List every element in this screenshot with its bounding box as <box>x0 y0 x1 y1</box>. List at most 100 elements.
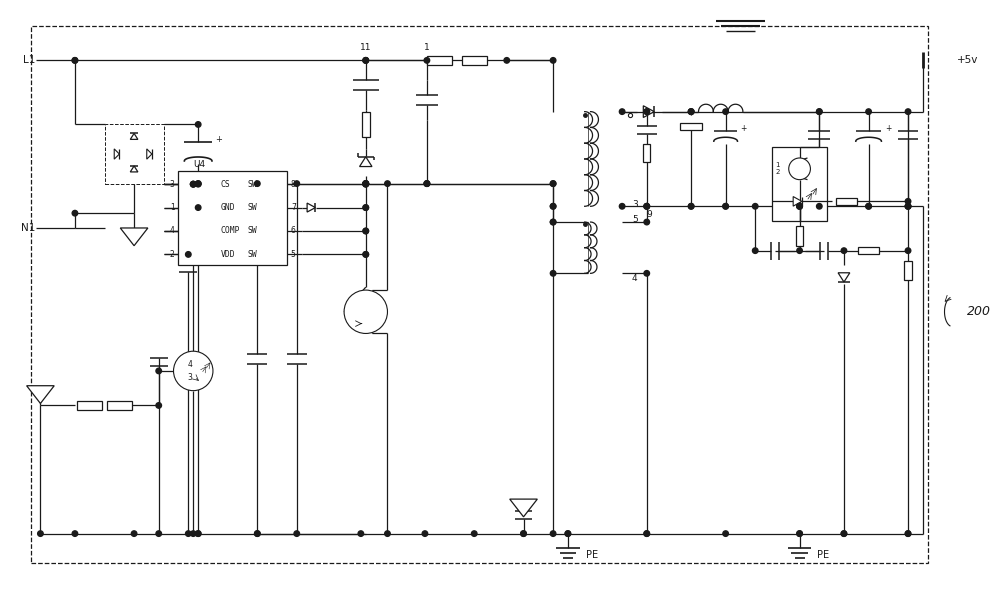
Circle shape <box>424 181 430 186</box>
Text: 1: 1 <box>170 203 175 212</box>
Polygon shape <box>643 106 654 117</box>
Circle shape <box>72 57 78 63</box>
Circle shape <box>905 204 911 209</box>
Circle shape <box>905 531 911 536</box>
Circle shape <box>565 531 571 536</box>
Polygon shape <box>130 133 138 139</box>
Circle shape <box>363 181 369 187</box>
Bar <box>77 401 102 410</box>
Text: 8: 8 <box>291 179 296 189</box>
Circle shape <box>190 531 196 536</box>
Polygon shape <box>27 386 54 404</box>
Text: 5: 5 <box>291 250 296 259</box>
Circle shape <box>344 290 387 333</box>
Circle shape <box>688 109 694 114</box>
Circle shape <box>817 204 822 209</box>
Circle shape <box>797 204 802 209</box>
Circle shape <box>905 531 911 536</box>
Bar <box>858 247 879 255</box>
Text: 3: 3 <box>188 373 193 382</box>
Circle shape <box>688 109 694 114</box>
Polygon shape <box>307 203 315 212</box>
Text: 200: 200 <box>967 305 991 318</box>
Circle shape <box>363 181 369 187</box>
Circle shape <box>565 531 571 536</box>
Bar <box>462 56 487 65</box>
Circle shape <box>363 229 369 234</box>
Polygon shape <box>130 166 138 172</box>
Circle shape <box>72 57 78 63</box>
Circle shape <box>905 109 911 114</box>
Circle shape <box>255 181 260 186</box>
Text: L1: L1 <box>23 56 35 65</box>
Circle shape <box>841 531 847 536</box>
Text: SW: SW <box>247 250 257 259</box>
Text: 6: 6 <box>291 227 296 236</box>
Text: 5: 5 <box>632 214 638 224</box>
Circle shape <box>797 531 802 536</box>
Circle shape <box>195 205 201 210</box>
Circle shape <box>644 204 650 209</box>
Circle shape <box>723 204 728 209</box>
Circle shape <box>723 531 728 536</box>
Circle shape <box>752 204 758 209</box>
Circle shape <box>789 158 810 179</box>
Text: VDD: VDD <box>221 250 235 259</box>
Circle shape <box>797 204 802 209</box>
Circle shape <box>723 204 728 209</box>
Circle shape <box>550 181 556 186</box>
Text: 7: 7 <box>291 203 296 212</box>
Polygon shape <box>120 228 148 246</box>
Circle shape <box>294 531 300 536</box>
Circle shape <box>174 351 213 391</box>
Text: +: + <box>740 124 747 133</box>
Circle shape <box>752 248 758 253</box>
Circle shape <box>156 368 161 374</box>
Circle shape <box>905 204 911 209</box>
Circle shape <box>255 531 260 536</box>
Bar <box>796 226 803 246</box>
Circle shape <box>550 57 556 63</box>
Circle shape <box>471 531 477 536</box>
Bar <box>772 147 827 221</box>
Circle shape <box>644 531 650 536</box>
Circle shape <box>363 252 369 257</box>
Circle shape <box>195 122 201 127</box>
Text: SW: SW <box>247 179 257 189</box>
Circle shape <box>72 210 78 216</box>
Text: +: + <box>885 124 892 133</box>
Text: SW: SW <box>247 227 257 236</box>
Text: COMP: COMP <box>221 227 240 236</box>
Polygon shape <box>114 149 119 159</box>
Circle shape <box>422 531 428 536</box>
Circle shape <box>688 204 694 209</box>
Text: 2: 2 <box>170 250 175 259</box>
Circle shape <box>363 229 369 234</box>
Circle shape <box>521 531 526 536</box>
Circle shape <box>72 531 78 536</box>
Text: PE: PE <box>586 551 598 560</box>
Bar <box>836 198 857 205</box>
Circle shape <box>644 219 650 225</box>
Circle shape <box>550 271 556 276</box>
Text: N1: N1 <box>21 223 35 233</box>
Circle shape <box>38 531 43 536</box>
Circle shape <box>156 531 161 536</box>
Circle shape <box>550 531 556 536</box>
Text: PE: PE <box>817 551 829 560</box>
Circle shape <box>363 205 369 210</box>
Circle shape <box>195 181 201 186</box>
Circle shape <box>723 109 728 114</box>
Circle shape <box>619 204 625 209</box>
Circle shape <box>644 271 650 276</box>
Circle shape <box>866 204 871 209</box>
Circle shape <box>550 181 556 186</box>
Circle shape <box>186 531 191 536</box>
Text: 4: 4 <box>188 360 193 369</box>
Bar <box>904 260 912 280</box>
Text: +5v: +5v <box>957 56 979 65</box>
Circle shape <box>817 109 822 114</box>
Polygon shape <box>510 499 537 517</box>
Circle shape <box>644 204 650 209</box>
Text: 9: 9 <box>647 210 653 218</box>
